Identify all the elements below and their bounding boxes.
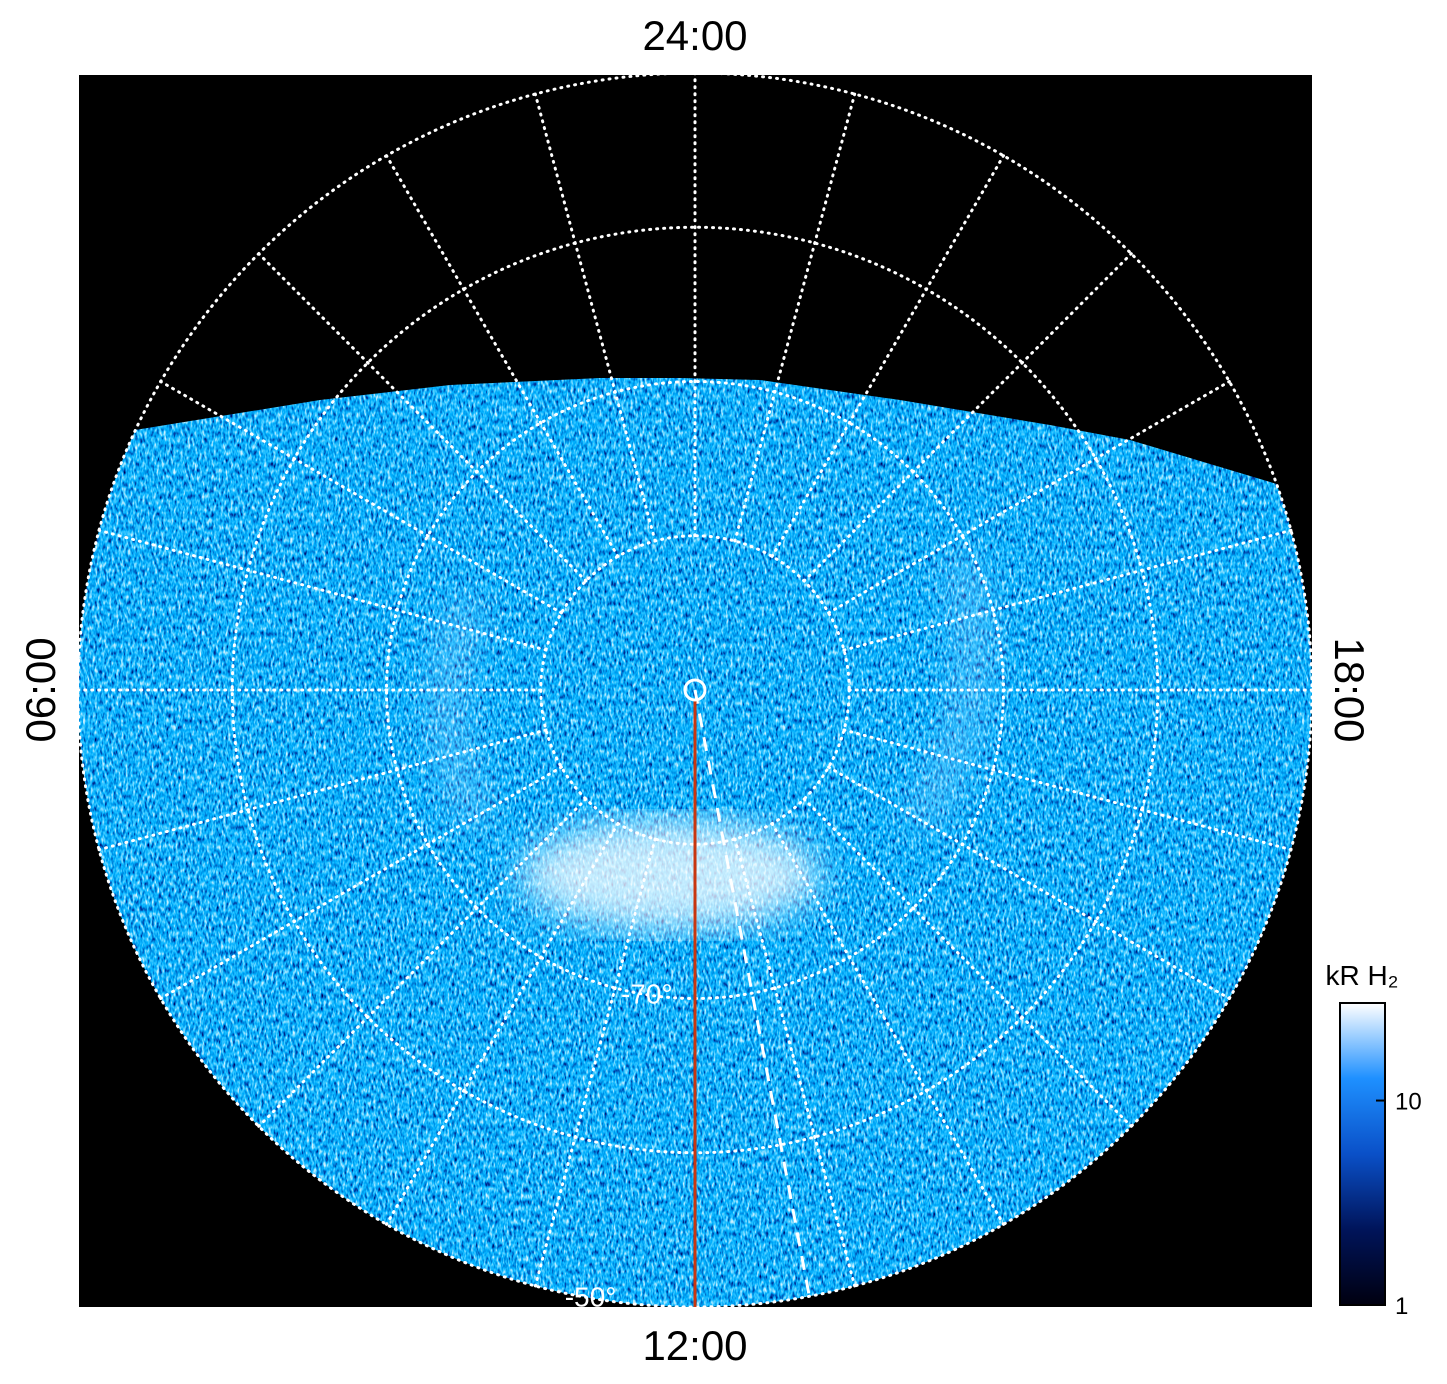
aurora-oval bbox=[436, 556, 985, 827]
sun-direction bbox=[693, 689, 812, 1301]
local-time-label: 12:00 bbox=[642, 1322, 747, 1369]
meridian bbox=[385, 822, 620, 1226]
meridian bbox=[97, 728, 548, 852]
meridian bbox=[802, 797, 1133, 1128]
colorbar-tick-label: 10 bbox=[1395, 1089, 1422, 1116]
meridian bbox=[533, 837, 657, 1288]
colorbar-tick-label: 1 bbox=[1395, 1293, 1408, 1320]
pole-marker bbox=[683, 678, 707, 702]
colorbar-label: kR H₂ bbox=[1325, 960, 1398, 991]
meridian bbox=[842, 728, 1293, 852]
local-time-label: 06:00 bbox=[17, 637, 64, 742]
meridian bbox=[733, 92, 857, 543]
meridian bbox=[257, 252, 588, 583]
meridian bbox=[802, 252, 1133, 583]
meridian bbox=[159, 765, 563, 1000]
colorbar bbox=[1339, 1002, 1386, 1306]
meridian bbox=[159, 380, 563, 615]
latitude-label: -70° bbox=[621, 978, 673, 1009]
meridian bbox=[533, 92, 657, 543]
meridian bbox=[827, 765, 1231, 1000]
meridian bbox=[770, 822, 1005, 1226]
local-time-label: 18:00 bbox=[1326, 637, 1373, 742]
meridian bbox=[733, 837, 857, 1288]
meridian bbox=[770, 154, 1005, 558]
meridian bbox=[97, 528, 548, 652]
meridian bbox=[385, 154, 620, 558]
meridian bbox=[842, 528, 1293, 652]
local-time-label: 24:00 bbox=[642, 12, 747, 59]
meridian bbox=[257, 797, 588, 1128]
latitude-label: -50° bbox=[565, 1282, 617, 1313]
aurora-bright-spot bbox=[520, 820, 820, 930]
meridian bbox=[827, 380, 1231, 615]
